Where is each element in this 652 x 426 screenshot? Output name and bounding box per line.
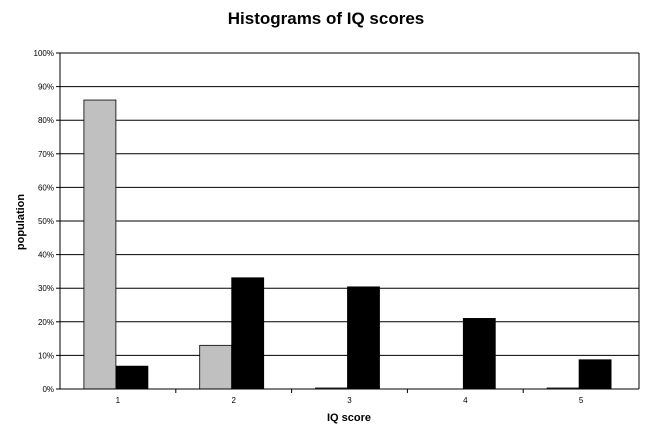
y-tick-label: 10% (38, 351, 54, 360)
bar-series-2 (462, 318, 496, 390)
bar-series-2 (115, 365, 149, 390)
y-tick-label: 90% (38, 83, 54, 92)
y-tick-labels: 0% 10% 20% 30% 40% 50% 60% 70% 80% 90% 100% (34, 49, 54, 394)
x-tick-label: 3 (347, 396, 352, 405)
x-tick-labels: 1 2 3 4 5 (116, 396, 584, 405)
y-tick-label: 40% (38, 251, 54, 260)
chart-title: Histograms of IQ scores (228, 9, 425, 28)
x-tick-label: 4 (463, 396, 468, 405)
y-tick-label: 60% (38, 183, 54, 192)
y-tick-label: 100% (34, 49, 54, 58)
bar-series-2 (231, 277, 265, 390)
bar-series-1 (83, 99, 117, 390)
y-tick-label: 50% (38, 217, 54, 226)
y-tick-label: 70% (38, 150, 54, 159)
axes (59, 53, 640, 393)
x-tick-label: 5 (579, 396, 584, 405)
bar-series-2 (347, 286, 380, 390)
bar-series-1 (199, 344, 233, 390)
y-tick-label: 30% (38, 284, 54, 293)
y-tick-label: 0% (42, 385, 54, 394)
y-tick-label: 20% (38, 318, 54, 327)
x-axis-title: IQ score (327, 412, 371, 424)
bar-series-2 (578, 359, 612, 390)
y-axis-title: population (15, 194, 27, 250)
y-tick-label: 80% (38, 116, 54, 125)
x-tick-label: 2 (231, 396, 236, 405)
x-tick-label: 1 (116, 396, 121, 405)
bars (83, 99, 612, 390)
